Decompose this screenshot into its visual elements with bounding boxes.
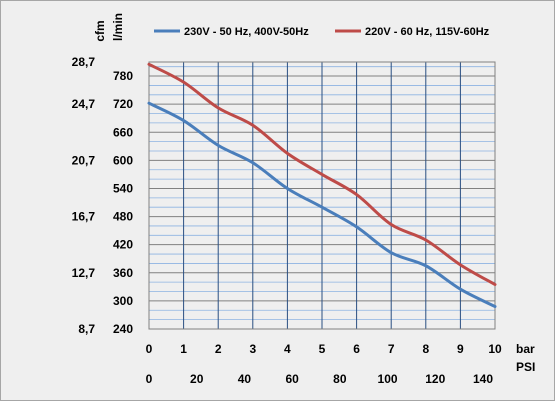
y-primary-tick-labels: 240 300 360 420 480 540 600 660 720 780 <box>113 69 133 336</box>
x-secondary-tick-label: 120 <box>425 372 445 386</box>
x-tick-label: 7 <box>388 342 395 356</box>
y-primary-unit: l/min <box>111 13 125 41</box>
x-tick-label: 5 <box>319 342 326 356</box>
x-tick-label: 3 <box>249 342 256 356</box>
y-tick-label: 300 <box>113 294 133 308</box>
x-tick-label: 6 <box>353 342 360 356</box>
series-line-2 <box>147 62 497 286</box>
legend-label-series-2: 220V - 60 Hz, 115V-60Hz <box>365 26 490 38</box>
y-secondary-unit: cfm <box>93 20 107 41</box>
y-secondary-tick-label: 20,7 <box>72 153 96 167</box>
x-tick-label: 10 <box>488 342 502 356</box>
y-secondary-tick-label: 28,7 <box>72 55 96 69</box>
x-tick-label: 9 <box>457 342 464 356</box>
y-tick-label: 360 <box>113 266 133 280</box>
x-tick-label: 8 <box>422 342 429 356</box>
x-secondary-tick-label: 80 <box>333 372 347 386</box>
series-line-1 <box>147 101 497 309</box>
plot-frame <box>148 61 496 330</box>
y-secondary-tick-labels: 8,7 12,7 16,7 20,7 24,7 28,7 <box>72 55 96 336</box>
y-tick-label: 420 <box>113 238 133 252</box>
series-layer <box>147 62 497 309</box>
x-secondary-tick-label: 0 <box>146 372 153 386</box>
y-tick-label: 240 <box>113 322 133 336</box>
x-secondary-tick-label: 140 <box>473 372 493 386</box>
y-tick-label: 780 <box>113 69 133 83</box>
x-secondary-unit: PSI <box>516 360 535 374</box>
legend-label-series-1: 230V - 50 Hz, 400V-50Hz <box>184 26 309 38</box>
x-secondary-tick-label: 40 <box>238 372 252 386</box>
x-tick-label: 1 <box>180 342 187 356</box>
x-secondary-tick-label: 100 <box>378 372 398 386</box>
x-tick-label: 2 <box>215 342 222 356</box>
y-secondary-tick-label: 24,7 <box>72 97 96 111</box>
x-secondary-tick-labels: 0 20 40 60 80 100 120 140 <box>146 372 494 386</box>
x-secondary-tick-label: 20 <box>190 372 204 386</box>
y-tick-label: 480 <box>113 210 133 224</box>
y-tick-label: 660 <box>113 125 133 139</box>
x-primary-tick-labels: 0 1 2 3 4 5 6 7 8 9 10 <box>146 342 502 356</box>
x-tick-label: 0 <box>146 342 153 356</box>
y-tick-label: 540 <box>113 181 133 195</box>
x-secondary-tick-label: 60 <box>285 372 299 386</box>
y-secondary-tick-label: 16,7 <box>72 210 96 224</box>
y-secondary-tick-label: 12,7 <box>72 266 96 280</box>
y-tick-label: 720 <box>113 97 133 111</box>
y-tick-label: 600 <box>113 153 133 167</box>
y-secondary-tick-label: 8,7 <box>78 322 95 336</box>
legend: 230V - 50 Hz, 400V-50Hz 220V - 60 Hz, 11… <box>154 26 490 38</box>
x-tick-label: 4 <box>284 342 291 356</box>
x-primary-unit: bar <box>516 342 535 356</box>
